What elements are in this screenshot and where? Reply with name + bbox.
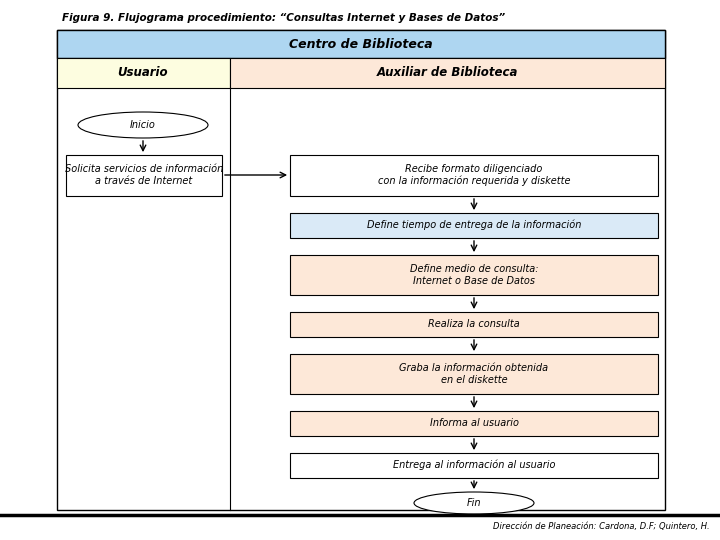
Bar bbox=[290, 354, 658, 394]
Ellipse shape bbox=[414, 492, 534, 514]
Bar bbox=[57, 30, 665, 58]
Bar bbox=[57, 30, 665, 510]
Bar bbox=[230, 58, 665, 88]
Text: Usuario: Usuario bbox=[117, 66, 168, 79]
Text: Dirección de Planeación: Cardona, D.F; Quintero, H.: Dirección de Planeación: Cardona, D.F; Q… bbox=[493, 522, 710, 530]
Bar bbox=[290, 255, 658, 295]
Bar bbox=[290, 453, 658, 478]
Bar bbox=[290, 213, 658, 238]
Text: Inicio: Inicio bbox=[130, 120, 156, 130]
Text: Fin: Fin bbox=[467, 498, 481, 508]
Text: Define medio de consulta:
Internet o Base de Datos: Define medio de consulta: Internet o Bas… bbox=[410, 264, 539, 286]
Text: Define tiempo de entrega de la información: Define tiempo de entrega de la informaci… bbox=[366, 220, 581, 230]
Bar bbox=[290, 312, 658, 337]
Text: Auxiliar de Biblioteca: Auxiliar de Biblioteca bbox=[377, 66, 518, 79]
Bar bbox=[290, 155, 658, 196]
Text: Entrega al información al usuario: Entrega al información al usuario bbox=[392, 460, 555, 470]
Bar bbox=[66, 155, 222, 196]
Text: Realiza la consulta: Realiza la consulta bbox=[428, 319, 520, 329]
Bar bbox=[290, 411, 658, 436]
Ellipse shape bbox=[78, 112, 208, 138]
Bar bbox=[57, 58, 230, 88]
Text: Solicita servicios de información
a través de Internet: Solicita servicios de información a trav… bbox=[65, 164, 223, 186]
Text: Figura 9. Flujograma procedimiento: “Consultas Internet y Bases de Datos”: Figura 9. Flujograma procedimiento: “Con… bbox=[62, 13, 505, 23]
Text: Informa al usuario: Informa al usuario bbox=[430, 418, 518, 428]
Text: Graba la información obtenida
en el diskette: Graba la información obtenida en el disk… bbox=[400, 363, 549, 385]
Text: Recibe formato diligenciado
con la información requerida y diskette: Recibe formato diligenciado con la infor… bbox=[378, 164, 570, 186]
Text: Centro de Biblioteca: Centro de Biblioteca bbox=[289, 37, 433, 51]
